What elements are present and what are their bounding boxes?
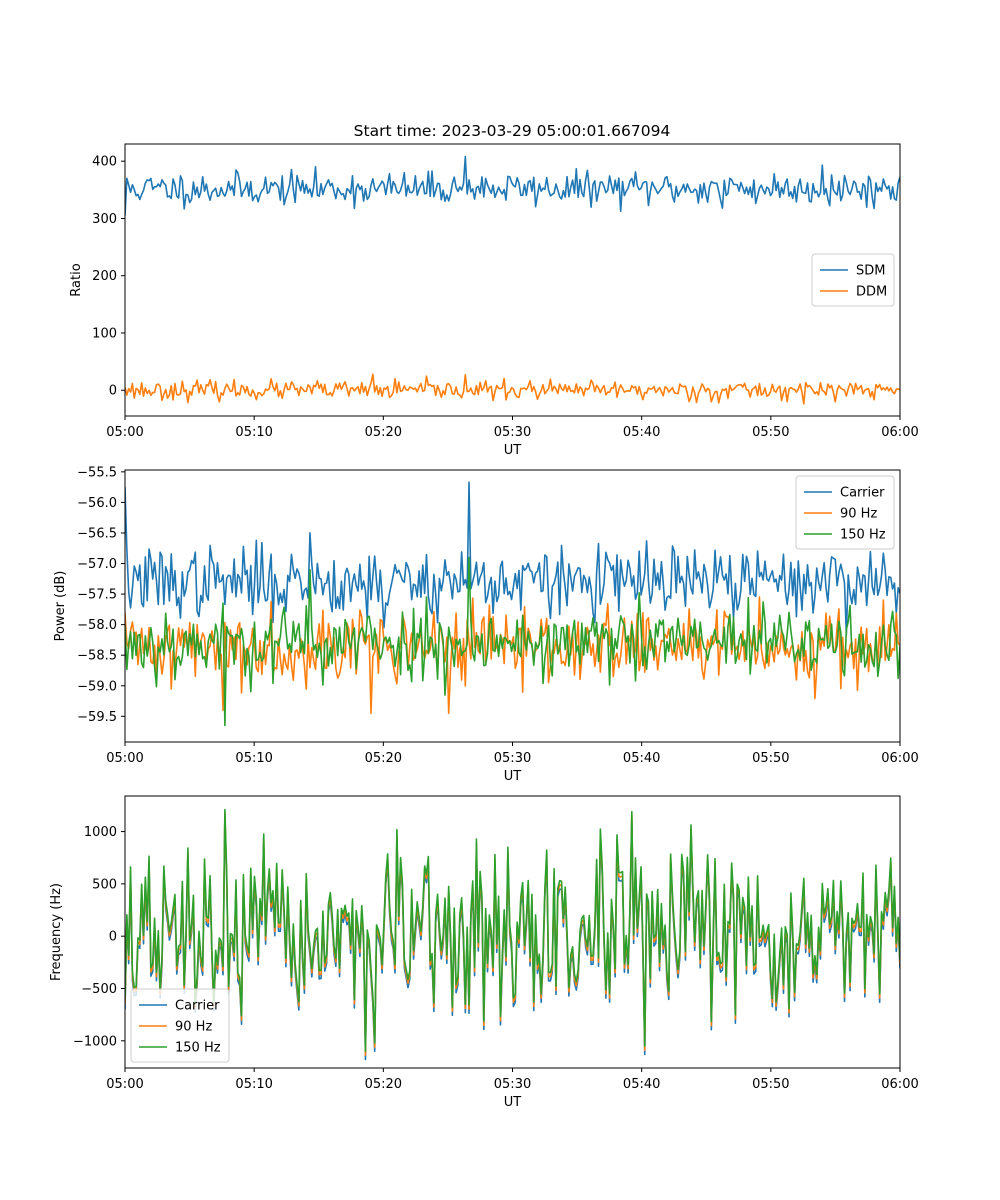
y-tick-label: 0 [109, 930, 117, 945]
x-tick-label: 05:50 [752, 1077, 789, 1092]
x-tick-label: 05:00 [106, 425, 143, 440]
x-tick-label: 05:50 [752, 425, 789, 440]
x-tick-label: 05:10 [235, 1077, 272, 1092]
legend-label: 150 Hz [840, 528, 886, 543]
panel-1: 05:00 05:10 05:20 05:30 05:40 05:50 06:00 0 100 2… [69, 143, 919, 458]
series-line-1 [125, 155, 900, 216]
series-line-1 [125, 481, 900, 636]
x-axis-label: UT [504, 769, 522, 784]
x-tick-label: 06:00 [881, 751, 918, 766]
x-tick-label: 05:00 [106, 751, 143, 766]
x-tick-label: 05:40 [623, 425, 660, 440]
series-line-2 [125, 373, 900, 405]
legend-label: Carrier [175, 999, 220, 1014]
legend-label: DDM [856, 285, 887, 300]
x-tick-label: 05:50 [752, 751, 789, 766]
y-tick-label: −58.0 [77, 618, 117, 633]
legend-label: 90 Hz [175, 1020, 212, 1035]
x-tick-label: 06:00 [881, 425, 918, 440]
x-tick-label: 06:00 [881, 1077, 918, 1092]
legend: Carrier 90 Hz 150 Hz [130, 988, 230, 1063]
series-line-2 [125, 811, 900, 1057]
series-group [125, 155, 900, 405]
y-tick-label: 500 [92, 877, 117, 892]
x-tick-label: 05:20 [365, 425, 402, 440]
series-line-3 [125, 808, 900, 1052]
x-tick-label: 05:30 [494, 1077, 531, 1092]
plot-frame [124, 469, 901, 743]
series-line-3 [125, 556, 900, 727]
legend-box [795, 475, 895, 550]
y-tick-label: 1000 [84, 825, 117, 840]
x-axis-label: UT [504, 1095, 522, 1110]
y-tick-label: −56.5 [77, 526, 117, 541]
y-tick-label: −57.5 [77, 588, 117, 603]
y-tick-label: 0 [109, 384, 117, 399]
y-tick-label: 300 [92, 212, 117, 227]
legend-box [130, 988, 230, 1063]
y-tick-label: −58.5 [77, 649, 117, 664]
y-axis-label: Ratio [69, 263, 84, 296]
y-tick-label: −59.5 [77, 710, 117, 725]
x-tick-label: 05:40 [623, 1077, 660, 1092]
x-tick-label: 05:10 [235, 751, 272, 766]
y-tick-label: −500 [81, 982, 117, 997]
legend-label: 90 Hz [840, 507, 877, 522]
series-group [125, 808, 900, 1061]
y-tick-label: 200 [92, 269, 117, 284]
x-tick-label: 05:20 [365, 751, 402, 766]
legend-label: 150 Hz [175, 1041, 221, 1056]
panel-2: 05:00 05:10 05:20 05:30 05:40 05:50 06:00 −59.5… [53, 465, 919, 784]
y-axis-label: Frequency (Hz) [49, 883, 64, 981]
x-tick-label: 05:10 [235, 425, 272, 440]
legend-label: Carrier [840, 486, 885, 501]
y-tick-label: −1000 [73, 1034, 117, 1049]
x-tick-label: 05:30 [494, 425, 531, 440]
series-line-2 [125, 596, 900, 715]
series-group [125, 481, 900, 727]
y-tick-label: 100 [92, 326, 117, 341]
y-tick-label: −56.0 [77, 496, 117, 511]
legend-label: SDM [856, 264, 885, 279]
x-axis-label: UT [504, 443, 522, 458]
plot-frame [124, 795, 901, 1069]
x-tick-label: 05:30 [494, 751, 531, 766]
legend: Carrier 90 Hz 150 Hz [795, 475, 895, 550]
y-tick-label: −59.0 [77, 679, 117, 694]
figure-title: Start time: 2023-03-29 05:00:01.667094 [354, 122, 671, 140]
y-axis-label: Power (dB) [53, 571, 68, 642]
panel-3: 05:00 05:10 05:20 05:30 05:40 05:50 06:00 −1000… [49, 795, 919, 1110]
y-tick-label: −57.0 [77, 557, 117, 572]
x-tick-label: 05:20 [365, 1077, 402, 1092]
x-tick-label: 05:00 [106, 1077, 143, 1092]
legend: SDM DDM [811, 253, 895, 307]
legend-box [811, 253, 895, 307]
y-tick-label: −55.5 [77, 465, 117, 480]
series-line-1 [125, 815, 900, 1061]
y-tick-label: 400 [92, 155, 117, 170]
x-tick-label: 05:40 [623, 751, 660, 766]
